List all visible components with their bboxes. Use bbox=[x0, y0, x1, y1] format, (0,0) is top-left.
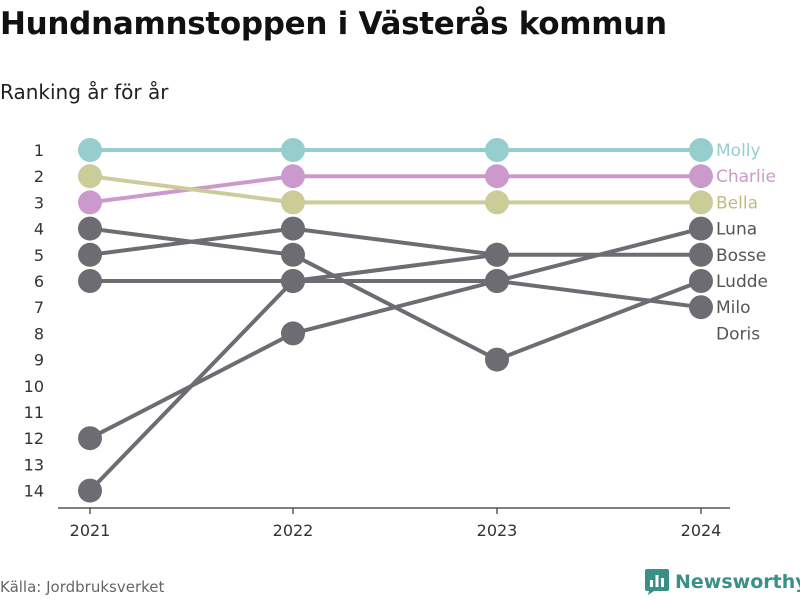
series-layer bbox=[78, 138, 713, 503]
series-bella bbox=[78, 164, 713, 215]
y-tick-label: 14 bbox=[24, 482, 44, 501]
series-label-luna: Luna bbox=[716, 220, 757, 240]
data-point bbox=[78, 242, 102, 267]
x-tick-label: 2022 bbox=[273, 521, 314, 540]
data-point bbox=[281, 138, 305, 162]
data-point bbox=[78, 138, 102, 162]
brand-name: Newsworthy bbox=[675, 571, 800, 593]
y-tick-label: 6 bbox=[34, 272, 44, 291]
y-tick-label: 11 bbox=[24, 403, 44, 422]
series-label-charlie: Charlie bbox=[716, 167, 776, 187]
data-point bbox=[281, 269, 305, 293]
series-label-doris: Doris bbox=[716, 324, 760, 344]
data-point bbox=[281, 216, 305, 241]
series-bosse bbox=[78, 216, 713, 267]
series-line bbox=[89, 226, 702, 440]
brand-logo: Newsworthy bbox=[645, 569, 800, 595]
y-tick-label: 13 bbox=[24, 455, 44, 474]
data-point bbox=[78, 164, 102, 189]
y-tick-label: 10 bbox=[24, 377, 44, 396]
data-point bbox=[485, 190, 509, 215]
series-label-bella: Bella bbox=[716, 193, 758, 213]
data-point bbox=[689, 190, 713, 215]
series-label-ludde: Ludde bbox=[716, 272, 768, 292]
data-point bbox=[78, 216, 102, 241]
data-point bbox=[78, 269, 102, 293]
series-doris bbox=[78, 242, 509, 503]
series-line bbox=[89, 174, 701, 205]
y-tick-label: 1 bbox=[34, 141, 44, 160]
series-label-bosse: Bosse bbox=[716, 246, 766, 266]
x-tick-label: 2023 bbox=[477, 521, 518, 540]
y-tick-label: 3 bbox=[34, 193, 44, 212]
x-tick-label: 2021 bbox=[70, 521, 111, 540]
axis-layer: 2021 2022 2023 20241234567891011121314Molly… bbox=[24, 141, 776, 540]
data-point bbox=[281, 242, 305, 267]
series-ludde bbox=[78, 216, 713, 372]
series-luna bbox=[78, 216, 713, 451]
y-tick-label: 12 bbox=[24, 429, 44, 448]
chart-subtitle: Ranking år för år bbox=[0, 80, 169, 104]
data-point bbox=[485, 164, 509, 189]
data-point bbox=[281, 190, 305, 215]
series-charlie bbox=[78, 164, 713, 215]
data-point bbox=[485, 269, 509, 293]
source-note: Källa: Jordbruksverket bbox=[0, 578, 165, 596]
series-label-molly: Molly bbox=[716, 141, 761, 161]
data-point bbox=[281, 164, 305, 189]
y-tick-label: 2 bbox=[34, 167, 44, 186]
data-point bbox=[689, 216, 713, 241]
series-line bbox=[89, 226, 702, 362]
data-point bbox=[689, 269, 713, 293]
y-tick-label: 8 bbox=[34, 324, 44, 343]
y-tick-label: 9 bbox=[34, 351, 44, 370]
data-point bbox=[78, 426, 102, 451]
data-point bbox=[78, 478, 102, 503]
data-point bbox=[485, 242, 509, 267]
data-point bbox=[485, 138, 509, 162]
data-point bbox=[485, 347, 509, 372]
data-point bbox=[689, 242, 713, 267]
data-point bbox=[689, 295, 713, 320]
data-point bbox=[281, 321, 305, 346]
series-label-milo: Milo bbox=[716, 298, 751, 318]
chart-title: Hundnamnstoppen i Västerås kommun bbox=[0, 6, 667, 42]
bar-chart-logo-icon bbox=[645, 569, 669, 595]
y-tick-label: 5 bbox=[34, 246, 44, 265]
series-line bbox=[90, 279, 702, 310]
data-point bbox=[78, 190, 102, 215]
y-tick-label: 7 bbox=[34, 298, 44, 317]
y-tick-label: 4 bbox=[34, 220, 44, 239]
data-point bbox=[689, 164, 713, 189]
data-point bbox=[689, 138, 713, 162]
series-molly bbox=[78, 138, 713, 162]
x-tick-label: 2024 bbox=[681, 521, 722, 540]
